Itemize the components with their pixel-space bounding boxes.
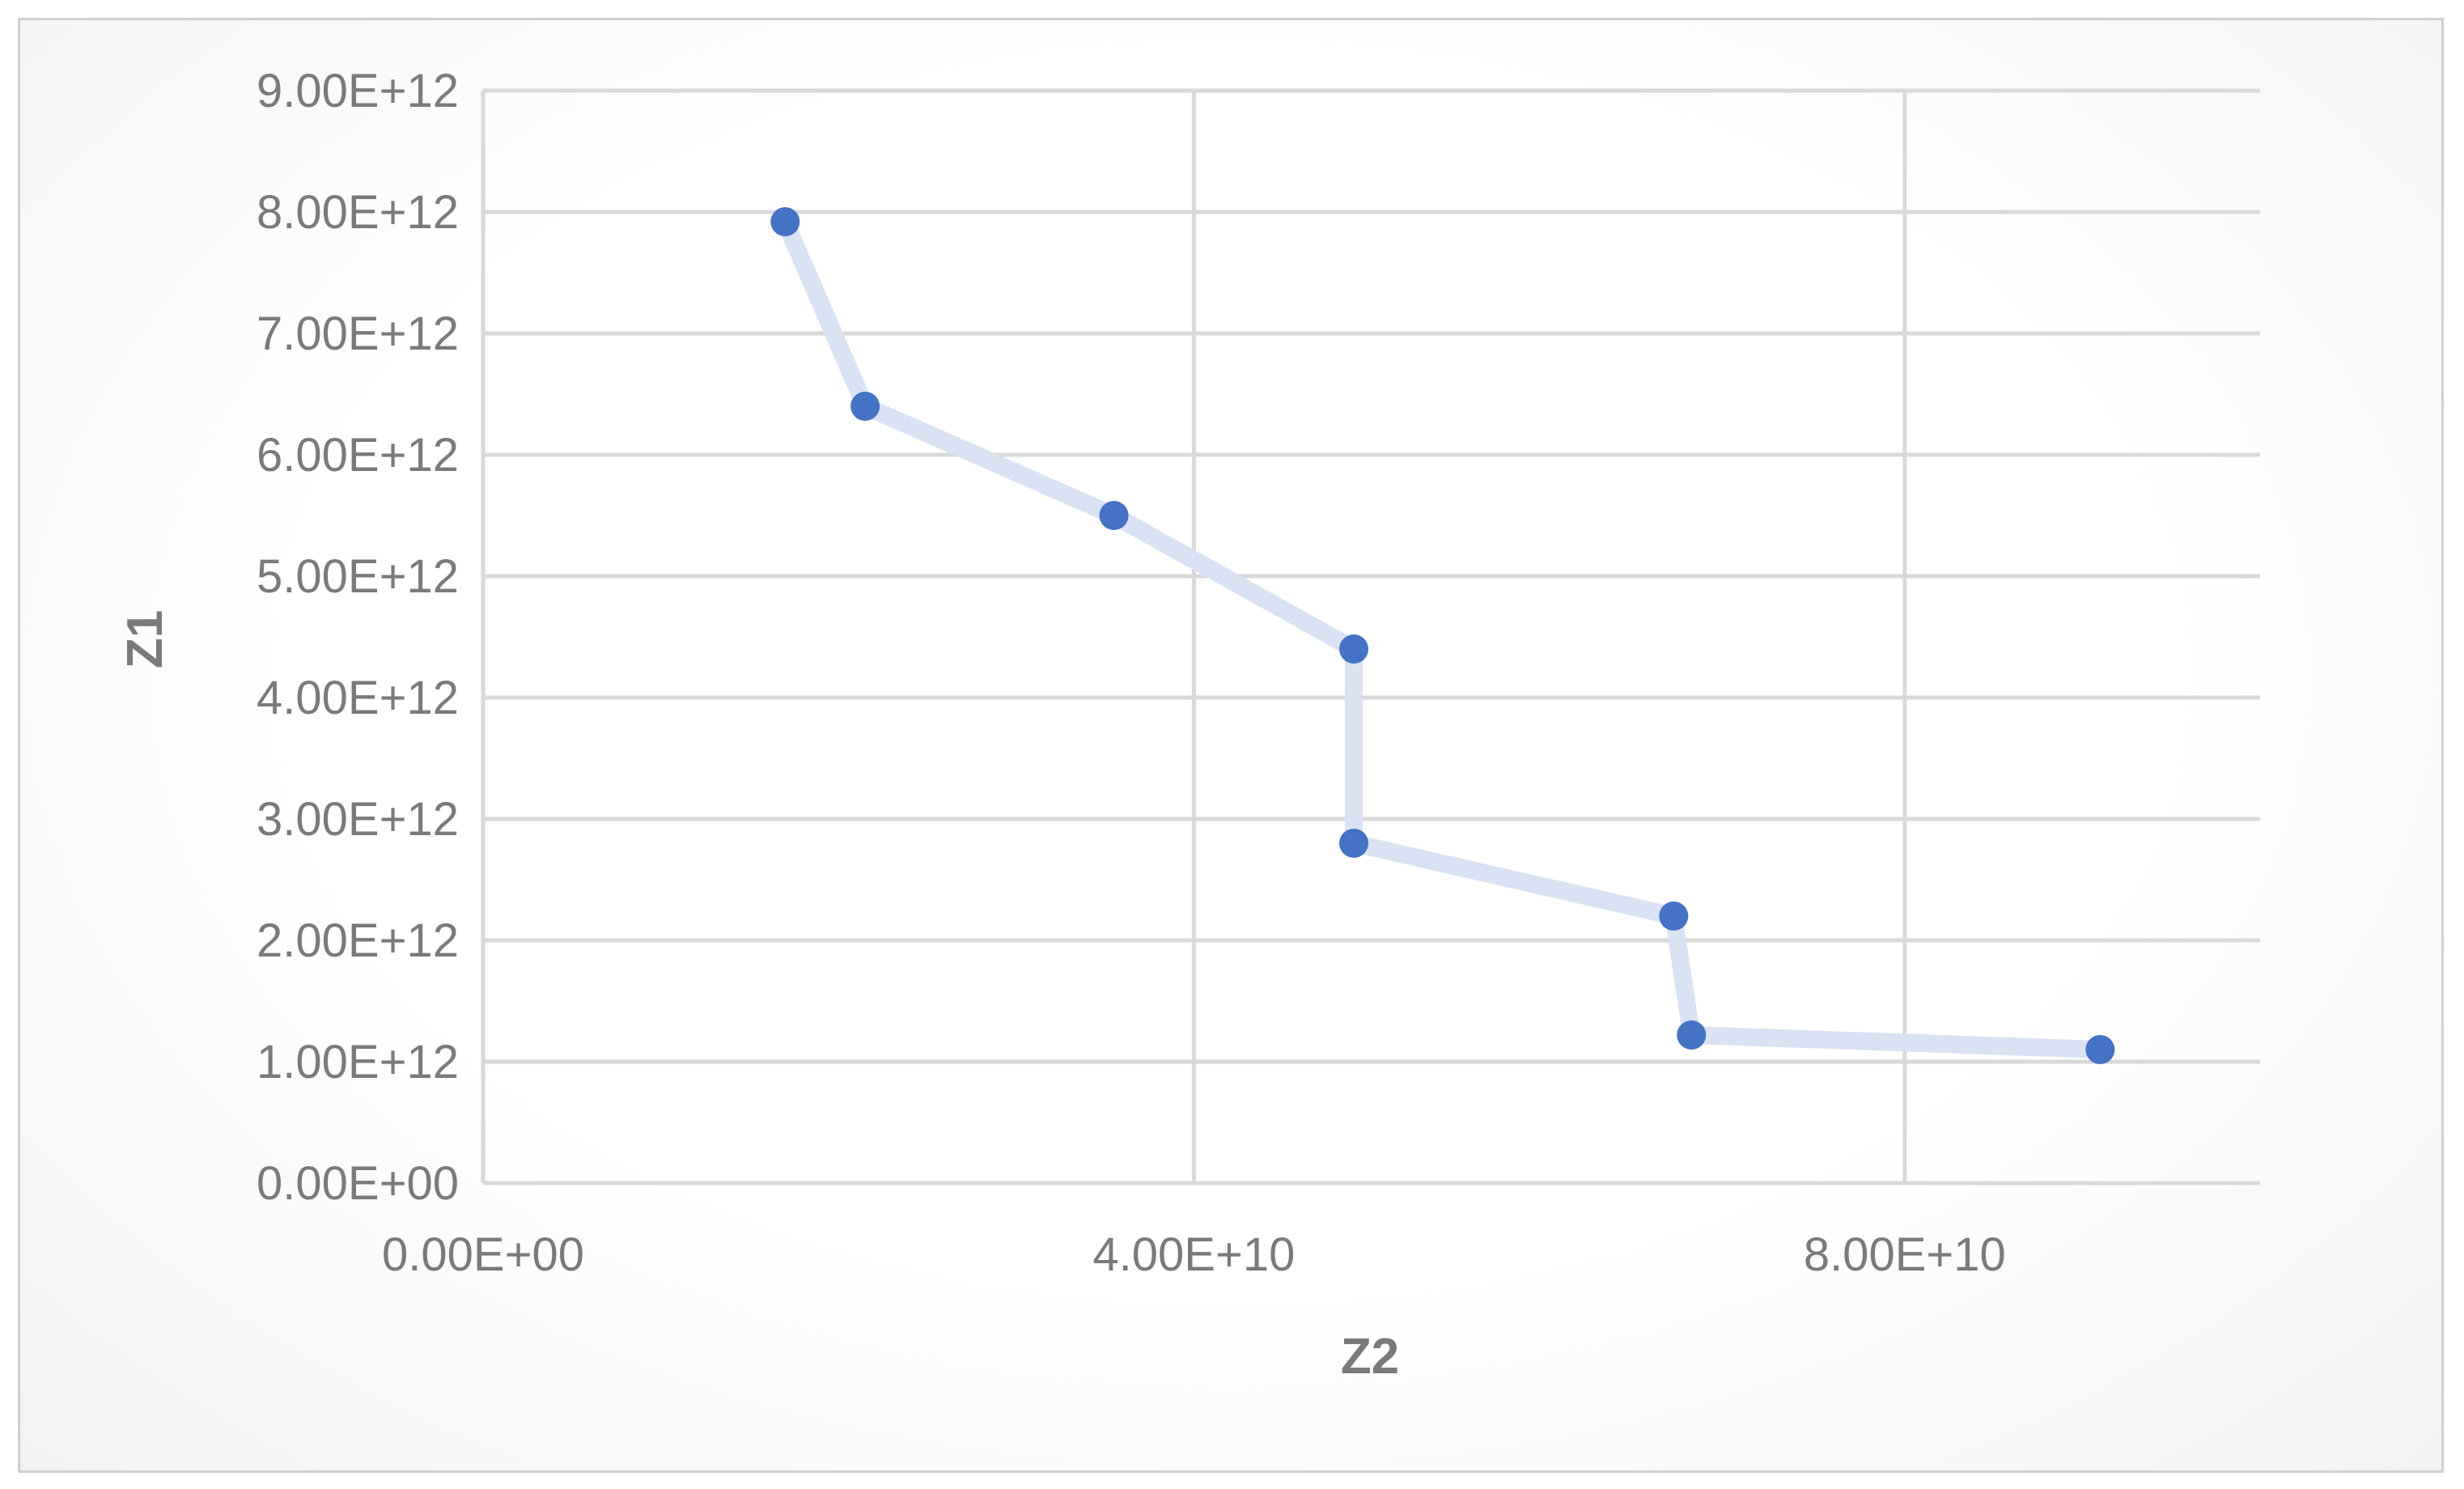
y-tick-label: 5.00E+12 xyxy=(257,550,459,603)
series-line xyxy=(776,213,2110,1058)
y-axis-title: Z1 xyxy=(117,610,173,668)
data-point xyxy=(2085,1035,2115,1064)
data-point xyxy=(770,207,800,236)
y-tick-label: 6.00E+12 xyxy=(257,429,459,481)
data-point xyxy=(1677,1020,1707,1050)
data-point xyxy=(1339,829,1369,858)
x-tick-label: 0.00E+00 xyxy=(382,1228,584,1281)
y-tick-label: 0.00E+00 xyxy=(257,1157,459,1210)
y-tick-label: 2.00E+12 xyxy=(257,914,459,967)
data-point xyxy=(1659,901,1689,931)
data-point xyxy=(850,392,880,421)
data-point xyxy=(1339,634,1369,664)
y-tick-label: 8.00E+12 xyxy=(257,186,459,239)
y-tick-label: 3.00E+12 xyxy=(257,793,459,846)
series-markers xyxy=(770,207,2115,1064)
chart-frame xyxy=(18,18,2444,1473)
y-tick-label: 1.00E+12 xyxy=(257,1036,459,1088)
y-tick-label: 9.00E+12 xyxy=(257,65,459,117)
x-tick-label: 8.00E+10 xyxy=(1804,1228,2006,1281)
data-point xyxy=(1099,501,1129,530)
grid-lines xyxy=(481,88,2260,1186)
y-tick-label: 4.00E+12 xyxy=(257,672,459,724)
y-tick-label: 7.00E+12 xyxy=(257,308,459,360)
tick-labels: 0.00E+00 1.00E+12 2.00E+12 3.00E+12 4.00E+12… xyxy=(257,65,2006,1281)
x-axis-title: Z2 xyxy=(1341,1329,1399,1385)
x-tick-label: 4.00E+10 xyxy=(1092,1228,1295,1281)
